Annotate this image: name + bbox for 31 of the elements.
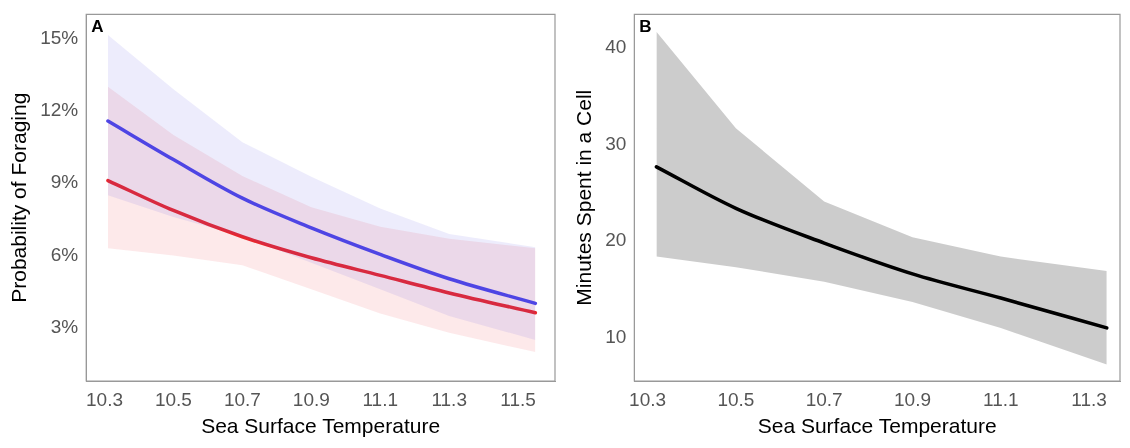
x-tick-label: 11.1: [362, 388, 399, 410]
line-series: [654, 165, 1109, 330]
annotation: A: [91, 16, 104, 36]
x-tick-label: 11.3: [1071, 388, 1107, 410]
x-axis-title: Sea Surface Temperature: [201, 414, 441, 438]
x-tick-label: 10.9: [292, 388, 330, 410]
x-tick-label: 10.7: [223, 388, 261, 410]
y-tick-label: 9%: [50, 171, 79, 193]
y-tick-label: 20: [605, 229, 627, 251]
x-tick-label: 10.5: [154, 388, 192, 410]
x-tick-label: 10.9: [894, 388, 931, 410]
x-tick-label: 11.1: [983, 388, 1019, 410]
x-tick-label: 11.3: [431, 388, 467, 410]
x-tick-label: 10.7: [805, 388, 843, 410]
x-axis-title: Sea Surface Temperature: [757, 414, 997, 438]
x-tick-label: 10.5: [717, 388, 755, 410]
y-tick-label: 10: [605, 325, 627, 347]
line-series: [106, 178, 538, 315]
x-tick-label: 10.3: [629, 388, 667, 410]
line-series: [106, 119, 538, 306]
y-tick-label: 3%: [50, 316, 79, 338]
y-axis-title: Probability of Foraging: [7, 92, 31, 303]
y-tick-label: 30: [605, 132, 627, 154]
x-tick-label: 11.5: [500, 388, 536, 410]
y-tick-label: 12%: [40, 99, 79, 121]
y-axis-title: Minutes Spent in a Cell: [572, 89, 596, 306]
y-tick-label: 15%: [40, 26, 79, 48]
annotation: B: [639, 16, 652, 36]
y-tick-label: 6%: [50, 243, 79, 265]
x-tick-label: 10.3: [86, 388, 123, 410]
y-tick-label: 40: [605, 36, 627, 58]
